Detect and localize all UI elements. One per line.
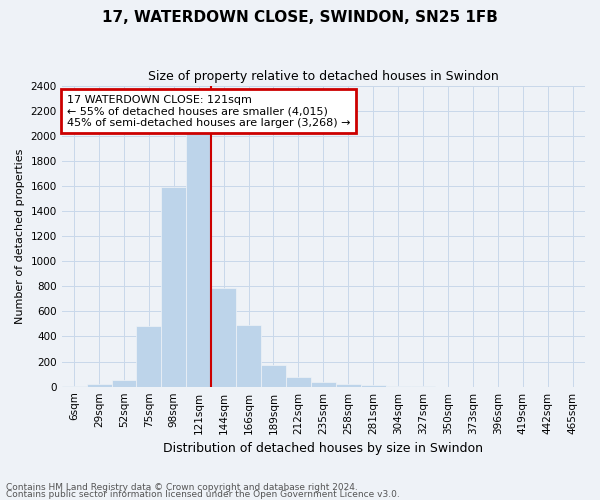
Text: 17, WATERDOWN CLOSE, SWINDON, SN25 1FB: 17, WATERDOWN CLOSE, SWINDON, SN25 1FB bbox=[102, 10, 498, 25]
Bar bbox=[161, 187, 186, 386]
Bar bbox=[186, 130, 211, 386]
Y-axis label: Number of detached properties: Number of detached properties bbox=[15, 148, 25, 324]
Bar bbox=[136, 326, 161, 386]
Bar bbox=[211, 288, 236, 386]
Bar bbox=[86, 384, 112, 386]
Text: Contains HM Land Registry data © Crown copyright and database right 2024.: Contains HM Land Registry data © Crown c… bbox=[6, 484, 358, 492]
X-axis label: Distribution of detached houses by size in Swindon: Distribution of detached houses by size … bbox=[163, 442, 484, 455]
Bar bbox=[261, 364, 286, 386]
Text: 17 WATERDOWN CLOSE: 121sqm
← 55% of detached houses are smaller (4,015)
45% of s: 17 WATERDOWN CLOSE: 121sqm ← 55% of deta… bbox=[67, 94, 350, 128]
Title: Size of property relative to detached houses in Swindon: Size of property relative to detached ho… bbox=[148, 70, 499, 83]
Text: Contains public sector information licensed under the Open Government Licence v3: Contains public sector information licen… bbox=[6, 490, 400, 499]
Bar bbox=[336, 384, 361, 386]
Bar bbox=[112, 380, 136, 386]
Bar bbox=[286, 376, 311, 386]
Bar bbox=[236, 325, 261, 386]
Bar bbox=[311, 382, 336, 386]
